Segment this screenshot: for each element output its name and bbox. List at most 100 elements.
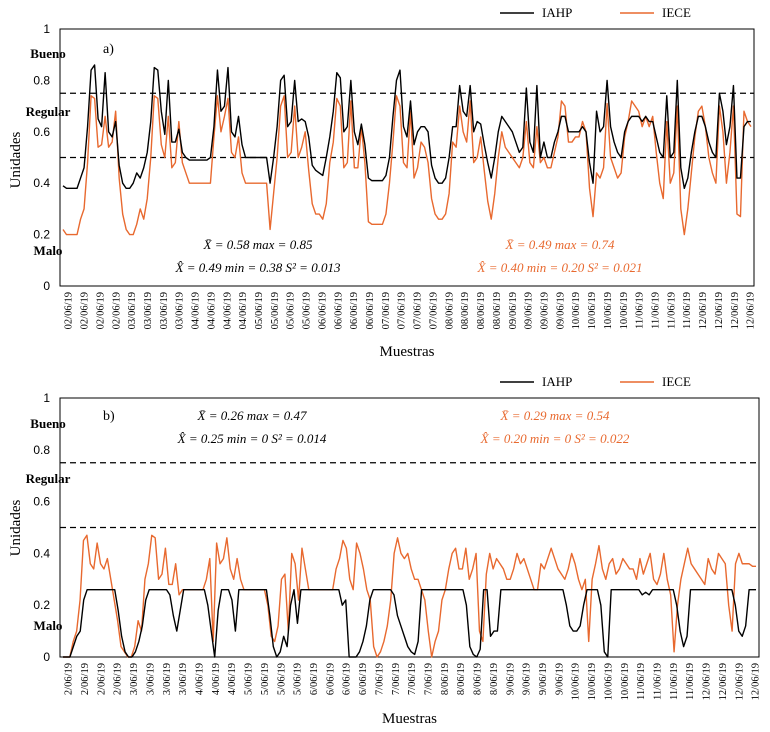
x-axis-title: Muestras: [382, 711, 437, 727]
x-tick-label: 4/06/19: [227, 663, 238, 695]
x-tick-label: 8/06/19: [473, 663, 484, 695]
x-tick-label: 11/06/19: [669, 663, 680, 700]
x-tick-label: 10/06/19: [603, 292, 614, 329]
x-tick-label: 09/06/19: [524, 292, 535, 329]
y-tick-label: 0: [43, 650, 50, 664]
x-tick-label: 11/06/19: [635, 292, 646, 329]
y-tick-label: 0.4: [33, 546, 50, 560]
y-axis-title: Unidades: [8, 132, 24, 189]
x-tick-label: 10/06/19: [571, 292, 582, 329]
series-line-iece: [63, 534, 756, 658]
x-tick-label: 10/06/19: [587, 292, 598, 329]
x-tick-label: 7/06/19: [407, 663, 418, 695]
x-tick-label: 11/06/19: [653, 663, 664, 700]
x-tick-label: 09/06/19: [508, 292, 519, 329]
x-axis-title: Muestras: [380, 344, 435, 360]
x-tick-label: 02/06/19: [80, 292, 91, 329]
x-tick-label: 04/06/19: [191, 292, 202, 329]
x-tick-label: 9/06/19: [505, 663, 516, 695]
x-tick-label: 07/06/19: [428, 292, 439, 329]
series-line-iahp: [62, 64, 751, 190]
legend-label-iece: IECE: [662, 5, 691, 20]
stats-iahp-line1: X̄ = 0.58 max = 0.85: [203, 237, 313, 252]
stats-iahp-line2: X̂ = 0.49 min = 0.38 S² = 0.013: [175, 260, 341, 275]
x-tick-label: 03/06/19: [175, 292, 186, 329]
x-tick-label: 8/06/19: [489, 663, 500, 695]
stats-iece-line2: X̂ = 0.20 min = 0 S² = 0.022: [480, 431, 630, 446]
x-tick-label: 7/06/19: [374, 663, 385, 695]
x-tick-label: 08/06/19: [476, 292, 487, 329]
y-tick-label: 0.6: [33, 495, 50, 509]
x-tick-label: 09/06/19: [555, 292, 566, 329]
legend-label-iahp: IAHP: [542, 374, 572, 389]
x-tick-label: 12/06/19: [734, 663, 745, 700]
chart-panel-a: 0 0.2 0.4 0.6 0.8 1 Bueno Regular Malo 02/06/19 02…: [8, 5, 757, 360]
x-tick-label: 04/06/19: [222, 292, 233, 329]
y-tick-label: 0.8: [33, 73, 50, 87]
x-tick-label: 12/06/19: [730, 292, 741, 329]
x-tick-label: 02/06/19: [95, 292, 106, 329]
panel-label: a): [103, 42, 114, 57]
x-tick-label: 12/06/19: [714, 292, 725, 329]
y-tick-label: 0.6: [33, 125, 50, 139]
stats-iece-line2: X̂ = 0.40 min = 0.20 S² = 0.021: [477, 260, 643, 275]
x-tick-label: 2/06/19: [113, 663, 124, 695]
y-tick-label: 0.2: [33, 598, 50, 612]
x-tick-label: 8/06/19: [456, 663, 467, 695]
panel-label: b): [103, 409, 115, 424]
x-tick-label: 5/06/19: [260, 663, 271, 695]
x-tick-label: 05/06/19: [302, 292, 313, 329]
x-tick-label: 07/06/19: [413, 292, 424, 329]
x-tick-label: 12/06/19: [746, 292, 757, 329]
x-tick-label: 6/06/19: [358, 663, 369, 695]
stats-iahp-line1: X̄ = 0.26 max = 0.47: [197, 408, 307, 423]
quality-category-label: Regular: [26, 471, 71, 486]
quality-category-label: Regular: [26, 104, 71, 119]
x-tick-label: 02/06/19: [111, 292, 122, 329]
x-tick-label: 06/06/19: [365, 292, 376, 329]
x-tick-label: 08/06/19: [492, 292, 503, 329]
x-tick-label: 6/06/19: [325, 663, 336, 695]
x-tick-label: 11/06/19: [636, 663, 647, 700]
x-tick-label: 09/06/19: [539, 292, 550, 329]
x-tick-label: 11/06/19: [685, 663, 696, 700]
quality-category-label: Bueno: [30, 416, 65, 431]
x-tick-label: 06/06/19: [333, 292, 344, 329]
x-tick-label: 05/06/19: [270, 292, 281, 329]
x-tick-label: 4/06/19: [211, 663, 222, 695]
x-tick-label: 12/06/19: [698, 292, 709, 329]
x-tick-label: 4/06/19: [195, 663, 206, 695]
y-tick-label: 0.4: [33, 176, 50, 190]
chart-panel-b: 0 0.2 0.4 0.6 0.8 1 Bueno Regular Malo 2/06/19 2/0…: [8, 374, 762, 727]
x-tick-label: 03/06/19: [159, 292, 170, 329]
quality-category-label: Malo: [34, 243, 63, 258]
x-tick-label: 05/06/19: [254, 292, 265, 329]
x-tick-label: 7/06/19: [424, 663, 435, 695]
x-tick-label: 9/06/19: [522, 663, 533, 695]
x-tick-label: 11/06/19: [651, 292, 662, 329]
x-tick-label: 08/06/19: [460, 292, 471, 329]
y-tick-label: 1: [43, 22, 50, 36]
x-tick-label: 10/06/19: [619, 292, 630, 329]
stats-iece-line1: X̄ = 0.29 max = 0.54: [500, 408, 610, 423]
x-tick-label: 5/06/19: [276, 663, 287, 695]
x-tick-label: 12/06/19: [718, 663, 729, 700]
x-tick-label: 12/06/19: [702, 663, 713, 700]
x-tick-label: 6/06/19: [309, 663, 320, 695]
x-tick-label: 08/06/19: [444, 292, 455, 329]
y-tick-label: 0.2: [33, 228, 50, 242]
y-axis-title: Unidades: [8, 500, 24, 557]
x-tick-label: 11/06/19: [682, 292, 693, 329]
x-tick-label: 8/06/19: [440, 663, 451, 695]
x-tick-label: 7/06/19: [391, 663, 402, 695]
x-tick-label: 6/06/19: [342, 663, 353, 695]
legend-label-iahp: IAHP: [542, 5, 572, 20]
x-tick-label: 03/06/19: [143, 292, 154, 329]
x-tick-label: 2/06/19: [64, 663, 75, 695]
x-tick-label: 9/06/19: [538, 663, 549, 695]
stats-iahp-line2: X̂ = 0.25 min = 0 S² = 0.014: [177, 431, 327, 446]
y-tick-label: 1: [43, 391, 50, 405]
x-tick-label: 04/06/19: [206, 292, 217, 329]
